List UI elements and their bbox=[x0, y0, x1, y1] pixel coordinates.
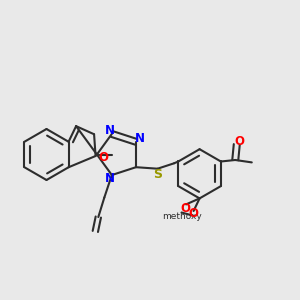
Text: S: S bbox=[153, 168, 162, 181]
Text: O: O bbox=[234, 135, 244, 148]
Text: O: O bbox=[189, 207, 199, 220]
Text: N: N bbox=[135, 132, 145, 145]
Text: methoxy: methoxy bbox=[163, 212, 202, 221]
Text: N: N bbox=[105, 124, 115, 136]
Text: N: N bbox=[105, 172, 115, 184]
Text: O: O bbox=[180, 202, 190, 215]
Text: O: O bbox=[98, 151, 108, 164]
